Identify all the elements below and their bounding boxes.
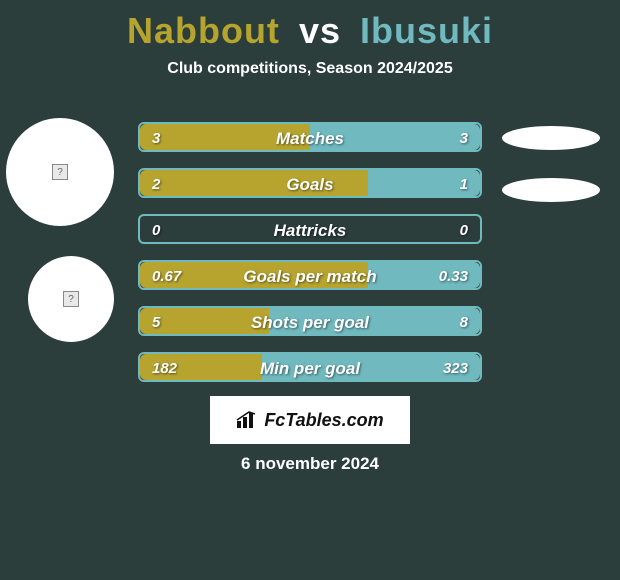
stat-bar: 21Goals (138, 168, 482, 198)
stat-bar: 182323Min per goal (138, 352, 482, 382)
stat-fill-a (140, 170, 368, 196)
stat-fill-a (140, 354, 262, 380)
stat-fill-a (140, 124, 310, 150)
player-a-avatar: ? (6, 118, 114, 226)
stat-bar: 33Matches (138, 122, 482, 152)
image-placeholder-icon: ? (52, 164, 68, 180)
player-b-avatar: ? (28, 256, 114, 342)
stat-value-a: 0 (152, 216, 160, 244)
stat-fill-a (140, 262, 368, 288)
stat-bar: 0 0Hattricks (138, 214, 482, 244)
stat-fill-b (269, 308, 480, 334)
date-text: 6 november 2024 (0, 454, 620, 474)
stat-fill-b (310, 124, 480, 150)
stat-fill-b (368, 262, 480, 288)
stat-fill-b (368, 170, 480, 196)
stat-bar: 0.670.33Goals per match (138, 260, 482, 290)
stat-fill-a (140, 308, 269, 334)
stat-bar: 58Shots per goal (138, 306, 482, 336)
subtitle: Club competitions, Season 2024/2025 (0, 60, 620, 78)
player-a-name: Nabbout (127, 10, 280, 51)
vs-text: vs (299, 10, 341, 51)
stat-value-b: 0 (460, 216, 468, 244)
stats-bars: 33Matches 21Goals 0 0Hattricks 0.670.33Goals… (138, 122, 482, 398)
decorative-oval-top (502, 126, 600, 150)
stat-fill-b (262, 354, 480, 380)
branding-text: FcTables.com (264, 410, 383, 431)
chart-icon (236, 411, 258, 429)
decorative-oval-bottom (502, 178, 600, 202)
image-placeholder-icon: ? (63, 291, 79, 307)
stat-label: Hattricks (140, 216, 480, 244)
branding-badge[interactable]: FcTables.com (210, 396, 410, 444)
comparison-title: Nabbout vs Ibusuki (0, 0, 620, 52)
player-b-name: Ibusuki (360, 10, 493, 51)
